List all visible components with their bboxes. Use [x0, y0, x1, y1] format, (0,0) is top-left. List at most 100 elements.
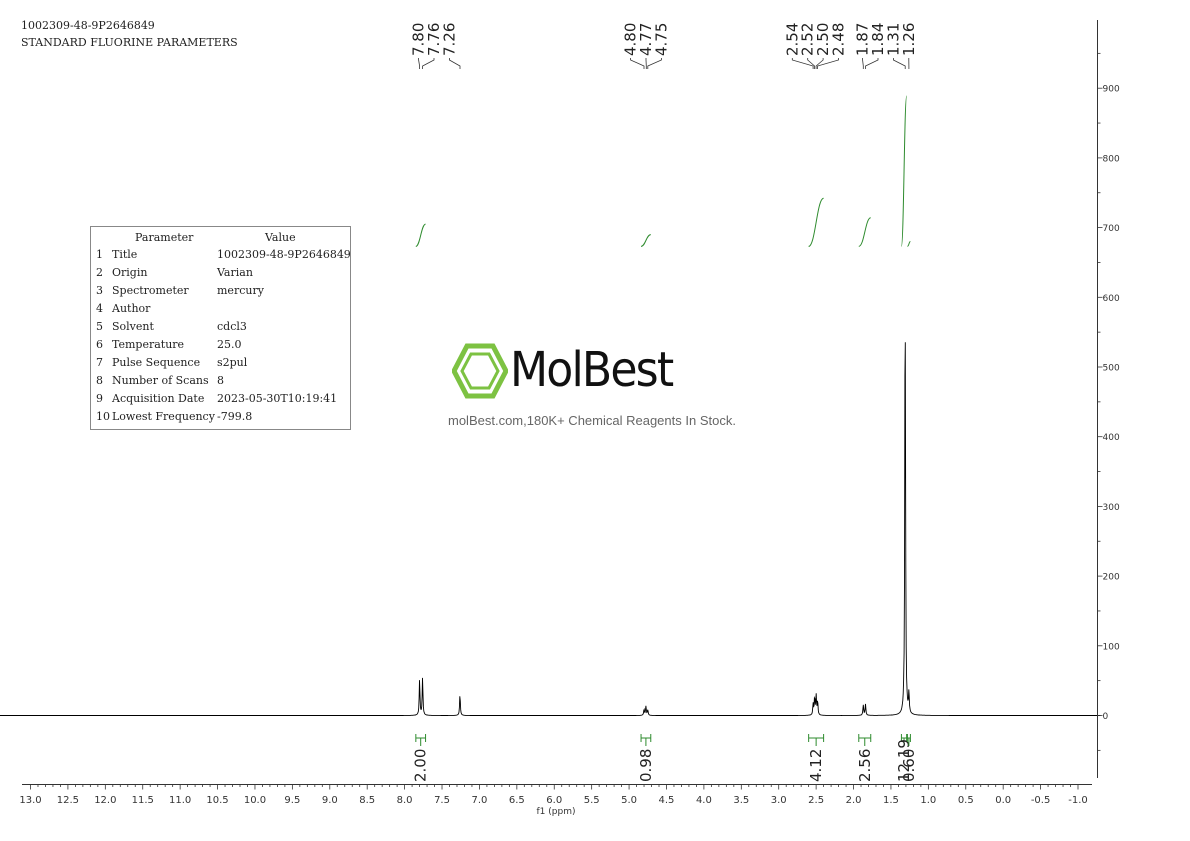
row-number: 7 [96, 356, 103, 369]
integral-value: 0.98 [637, 749, 655, 782]
x-tick-label: 0.0 [995, 795, 1011, 806]
parameter-value: 1002309-48-9P2646849 [217, 248, 351, 261]
y-tick-label: 900 [1103, 85, 1120, 95]
peak-label: 4.75 [652, 23, 670, 56]
parameter-table: Parameter Value 1 Title 1002309-48-9P264… [90, 226, 351, 430]
integral-value: 12.19 [895, 739, 913, 782]
y-axis: 0 100 200 300 400 500 600 700 800 900 [1097, 20, 1120, 778]
parameter-name: Title [112, 248, 138, 261]
x-axis: 13.0 12.5 12.0 11.5 11.0 10.5 10.0 9.5 9.0 8.5 8.0… [19, 784, 1092, 817]
peak-label-connector [449, 58, 461, 69]
x-tick-label: 10.5 [206, 795, 228, 806]
parameter-column-header: Parameter [135, 231, 194, 244]
peak-label: 4.80 [622, 23, 640, 56]
peak-label: 7.80 [410, 23, 428, 56]
peak-label-connector [630, 58, 645, 69]
parameter-name: Lowest Frequency [112, 410, 215, 423]
x-tick-label: 3.0 [771, 795, 787, 806]
peak-label: 1.26 [900, 23, 918, 56]
x-tick-label: 8.0 [397, 795, 413, 806]
x-axis-label: f1 (ppm) [537, 807, 576, 817]
x-tick-label: 10.0 [244, 795, 266, 806]
peak-label: 2.54 [783, 23, 801, 56]
y-tick-label: 0 [1103, 712, 1109, 722]
x-tick-label: 12.5 [57, 795, 79, 806]
parameter-value: -799.8 [217, 410, 253, 423]
peak-label-connector [647, 58, 662, 69]
peak-label: 2.50 [814, 23, 832, 56]
peak-label: 7.26 [440, 23, 458, 56]
sample-id-header: 1002309-48-9P2646849 [21, 19, 155, 32]
x-tick-label: 11.5 [132, 795, 154, 806]
peak-labels-layer: 7.807.767.26 4.804.774.75 2.542.522.502.48… [410, 23, 918, 69]
x-tick-label: 6.5 [509, 795, 525, 806]
table-row: 2 Origin Varian [91, 266, 350, 284]
value-column-header: Value [265, 231, 296, 244]
integral-curve [858, 217, 871, 247]
experiment-header: STANDARD FLUORINE PARAMETERS [21, 36, 238, 49]
integral-value: 0.60 [900, 749, 918, 782]
spectrum-trace [0, 342, 1101, 716]
table-row: 8 Number of Scans 8 [91, 374, 350, 392]
x-tick-label: 5.0 [621, 795, 637, 806]
row-number: 6 [96, 338, 103, 351]
parameter-name: Solvent [112, 320, 154, 333]
y-tick-label: 700 [1103, 224, 1120, 234]
x-tick-label: -1.0 [1068, 795, 1088, 806]
table-row: 6 Temperature 25.0 [91, 338, 350, 356]
parameter-name: Temperature [112, 338, 185, 351]
table-row: 9 Acquisition Date 2023-05-30T10:19:41 [91, 392, 350, 410]
x-tick-label: 0.5 [958, 795, 974, 806]
peak-label: 7.76 [425, 23, 443, 56]
table-row: 10 Lowest Frequency -799.8 [91, 410, 350, 428]
row-number: 10 [96, 410, 110, 423]
row-number: 5 [96, 320, 103, 333]
row-number: 1 [96, 248, 103, 261]
parameter-name: Spectrometer [112, 284, 189, 297]
y-tick-label: 500 [1103, 364, 1120, 374]
integrals-layer: 2.00 0.98 4.12 2.56 12.190.60 [412, 95, 918, 782]
x-tick-label: 6.0 [546, 795, 562, 806]
integral-value: 2.56 [856, 749, 874, 782]
table-row: 7 Pulse Sequence s2pul [91, 356, 350, 374]
parameter-name: Origin [112, 266, 148, 279]
peak-label: 1.87 [854, 23, 872, 56]
integral-value: 2.00 [412, 749, 430, 782]
peak-label-connector [893, 58, 906, 69]
parameter-name: Number of Scans [112, 374, 209, 387]
peak-label-connector [807, 58, 815, 69]
table-row: 3 Spectrometer mercury [91, 284, 350, 302]
x-tick-label: 12.0 [94, 795, 116, 806]
x-tick-label: 2.0 [846, 795, 862, 806]
peak-label-connector [817, 58, 839, 69]
x-tick-label: 2.5 [808, 795, 824, 806]
peak-label-connector [422, 58, 435, 69]
y-tick-label: 200 [1103, 573, 1120, 583]
x-tick-label: 3.5 [733, 795, 749, 806]
x-tick-label: 8.5 [359, 795, 375, 806]
x-tick-label: 4.0 [696, 795, 712, 806]
parameter-value: 25.0 [217, 338, 242, 351]
peak-label-connector [865, 58, 879, 69]
integral-curve [640, 234, 651, 247]
brand-name: MolBest [510, 342, 674, 398]
x-tick-label: -0.5 [1031, 795, 1051, 806]
x-tick-label: 4.5 [659, 795, 675, 806]
spectrum-layer [0, 342, 1101, 716]
y-tick-label: 300 [1103, 503, 1120, 513]
y-tick-label: 400 [1103, 433, 1120, 443]
x-tick-label: 13.0 [19, 795, 41, 806]
parameter-value: cdcl3 [217, 320, 247, 333]
parameter-value: s2pul [217, 356, 248, 369]
integral-curve [907, 241, 911, 247]
x-tick-label: 1.5 [883, 795, 899, 806]
row-number: 2 [96, 266, 103, 279]
y-tick-label: 600 [1103, 294, 1120, 304]
parameter-value: mercury [217, 284, 264, 297]
benzene-logo-icon [452, 343, 508, 399]
y-tick-label: 800 [1103, 154, 1120, 164]
parameter-value: 2023-05-30T10:19:41 [217, 392, 338, 405]
parameter-name: Acquisition Date [112, 392, 205, 405]
